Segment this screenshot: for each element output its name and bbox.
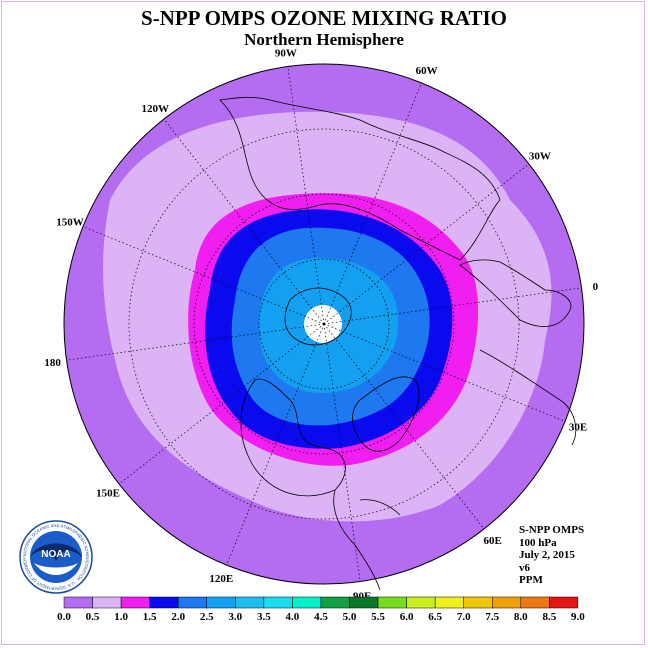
meridian-line [323, 82, 422, 325]
colorbar-swatch [320, 596, 350, 609]
longitude-label: 60E [484, 535, 502, 547]
coastline-caribbean [359, 499, 401, 516]
colorbar-tick-label: 8.0 [514, 611, 528, 623]
colorbar-swatch [492, 596, 522, 609]
longitude-label: 150E [96, 488, 120, 500]
longitude-label: 120W [142, 103, 170, 115]
graticule [66, 66, 582, 582]
meridian-line [323, 323, 361, 582]
colorbar-swatch [549, 596, 579, 609]
coastline-europe [459, 259, 572, 327]
coastline-asia [219, 96, 501, 261]
coastlines [219, 96, 577, 591]
colorbar-swatch [206, 596, 236, 609]
latitude-circle [258, 258, 390, 390]
longitude-label: 90W [275, 48, 297, 60]
colorbar-swatch [235, 596, 265, 609]
meridian-line [323, 323, 566, 422]
latitude-circle [128, 128, 520, 520]
info-date: July 2, 2015 [519, 549, 575, 561]
latitude-circle [193, 193, 455, 455]
colorbar-tick-label: 0.0 [57, 611, 71, 623]
meridian-line [82, 226, 325, 325]
colorbar-swatch [292, 596, 322, 609]
info-units: PPM [519, 574, 543, 586]
colorbar-tick-label: 2.5 [200, 611, 214, 623]
colorbar-tick-label: 9.0 [571, 611, 585, 623]
colorbar-swatch [263, 596, 293, 609]
longitude-label: 180 [44, 357, 61, 369]
coastline-central-america [333, 489, 381, 591]
colorbar-tick-label: 0.5 [86, 611, 100, 623]
meridian-line [163, 118, 325, 325]
info-instrument: S-NPP OMPS [519, 524, 585, 536]
map-title: S-NPP OMPS OZONE MIXING RATIO [141, 6, 507, 30]
colorbar-swatch [120, 596, 150, 609]
coastline-arctic [284, 287, 352, 346]
meridian-line [226, 323, 325, 566]
map-boundary [63, 63, 585, 585]
colorbar-tick-label: 1.0 [114, 611, 128, 623]
longitude-label: 30E [569, 422, 587, 434]
info-version: v6 [519, 561, 530, 574]
colorbar-tick-label: 5.5 [371, 611, 385, 623]
colorbar-swatch [434, 596, 464, 609]
meridian-line [287, 66, 325, 325]
info-block: S-NPP OMPS 100 hPa July 2, 2015 v6 PPM [519, 524, 584, 587]
meridian-line [118, 323, 325, 485]
coastline-north-america [240, 378, 346, 497]
meridian-line [323, 163, 530, 325]
noaa-logo: NOAA NATIONAL OCEANIC AND ATMOSPHERIC AD… [16, 515, 94, 595]
colorbar-swatch [463, 596, 493, 609]
coastline-greenland [352, 376, 420, 452]
longitude-label: 150W [56, 216, 84, 228]
colorbar-swatch [63, 596, 93, 609]
colorbar-tick-label: 2.0 [171, 611, 185, 623]
noaa-logo-text: NOAA [41, 549, 70, 560]
longitude-label: 0 [593, 281, 599, 293]
colorbar-swatch [406, 596, 436, 609]
colorbar-tick-label: 6.0 [400, 611, 414, 623]
colorbar-swatch [349, 596, 379, 609]
colorbar-tick-label: 3.0 [228, 611, 242, 623]
colorbar-swatch [149, 596, 179, 609]
colorbar-swatch [177, 596, 207, 609]
colorbar-tick-label: 7.5 [485, 611, 499, 623]
longitude-label: 120E [209, 573, 233, 585]
meridian-line [323, 287, 582, 325]
colorbar-tick-label: 1.5 [143, 611, 157, 623]
map-subtitle: Northern Hemisphere [244, 30, 404, 49]
coastline-africa [479, 349, 577, 446]
colorbar-tick-label: 3.5 [257, 611, 271, 623]
colorbar-tick-label: 6.5 [428, 611, 442, 623]
colorbar-tick-label: 7.0 [457, 611, 471, 623]
colorbar-swatch [520, 596, 550, 609]
colorbar-swatch [377, 596, 407, 609]
colorbar-tick-label: 4.0 [286, 611, 300, 623]
longitude-label: 60W [416, 65, 438, 77]
longitude-label: 30W [529, 150, 551, 162]
colorbar-tick-label: 4.5 [314, 611, 328, 623]
colorbar-tick-label: 5.0 [343, 611, 357, 623]
info-level: 100 hPa [519, 536, 557, 549]
colorbar-tick-label: 8.5 [542, 611, 556, 623]
meridian-line [323, 323, 485, 530]
colorbar-swatch [92, 596, 122, 609]
meridian-line [66, 323, 325, 361]
